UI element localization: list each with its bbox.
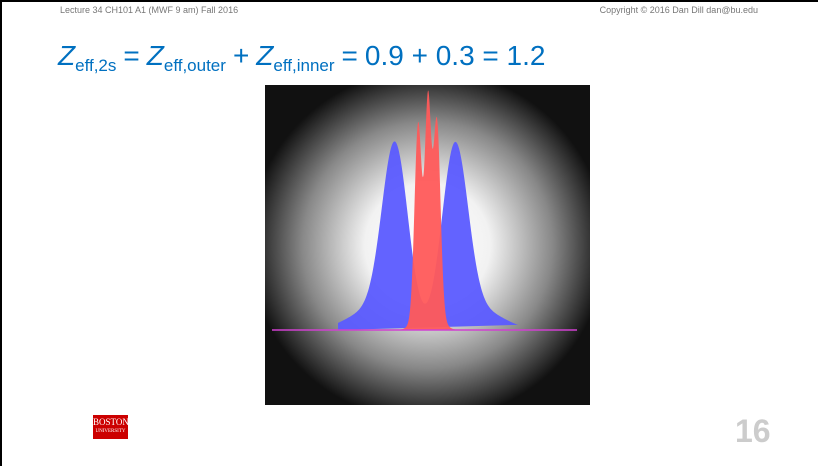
slide-number: 16 (735, 413, 771, 450)
top-border (0, 0, 818, 2)
orbital-figure (258, 80, 598, 410)
symbol: Z (58, 40, 75, 71)
equation: Zeff,2s=Zeff,outer+Zeff,inner=0.9 + 0.3 … (58, 40, 545, 76)
header-left: Lecture 34 CH101 A1 (MWF 9 am) Fall 2016 (60, 5, 238, 15)
header-right: Copyright © 2016 Dan Dill dan@bu.edu (600, 5, 758, 15)
operator: = (123, 40, 139, 71)
symbol: Z (256, 40, 273, 71)
subscript: eff,inner (273, 56, 334, 75)
slide: Lecture 34 CH101 A1 (MWF 9 am) Fall 2016… (0, 0, 818, 466)
operator: + (233, 40, 249, 71)
subscript: eff,2s (75, 56, 116, 75)
logo-line2: UNIVERSITY (93, 427, 128, 436)
operator: = (342, 40, 358, 71)
left-border (0, 0, 2, 466)
symbol: Z (147, 40, 164, 71)
logo-line1: BOSTON (93, 415, 128, 427)
subscript: eff,outer (164, 56, 226, 75)
result: 0.9 + 0.3 = 1.2 (365, 40, 546, 71)
